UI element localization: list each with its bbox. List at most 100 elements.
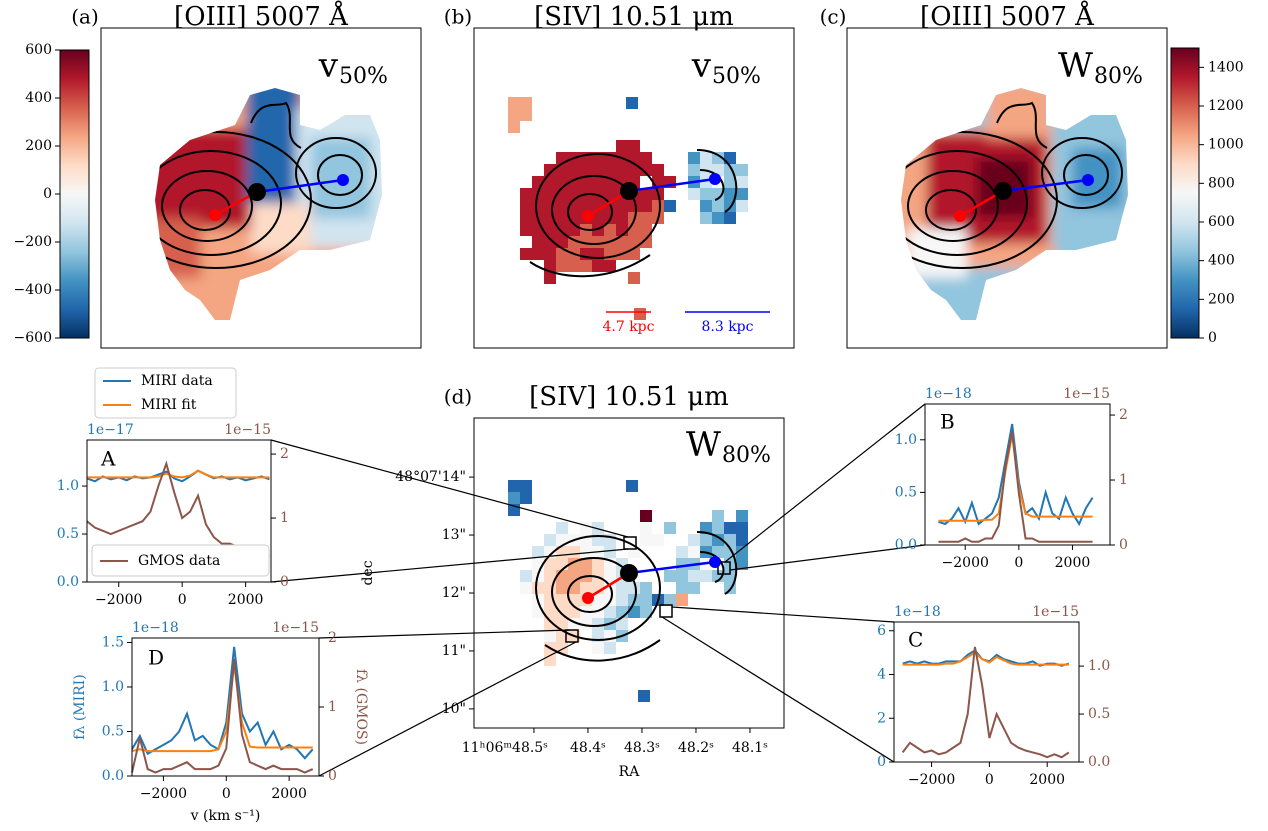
y-tick-label: 0.0 [895,537,917,553]
map-pixel [592,618,604,630]
map-pixel [568,606,580,618]
y-axis-label: dec [360,560,376,585]
y-tick-label: 11" [442,643,466,659]
y2-tick-label: 0 [328,768,337,784]
map-pixel [700,152,712,164]
map-pixel [508,97,520,109]
colorbar-tick-label: 0 [1208,330,1217,346]
map-pixel [676,558,688,570]
map-pixel [532,248,544,260]
map-pixel [676,582,688,594]
map-pixel [520,480,532,492]
map-pixel [736,510,748,522]
map-pixel [616,212,628,224]
map-pixel [520,248,532,260]
map-pixel [568,224,580,236]
map-pixel [520,212,532,224]
map-pixel [520,200,532,212]
map-pixel [592,642,604,654]
x-tick-label: 0 [1014,555,1023,571]
y2-tick-label: 0.5 [1088,706,1110,722]
map-pixel [532,236,544,248]
map-pixel [544,630,556,642]
map-pixel [676,546,688,558]
map-pixel [640,522,652,534]
map-pixel [664,522,676,534]
legend-label: MIRI fit [141,397,197,413]
colorbar-tick-label: 400 [25,90,52,106]
map-pixel [580,164,592,176]
map-pixel [700,200,712,212]
map-pixel [712,212,724,224]
map-b [508,97,748,320]
scale-bar-label: 8.3 kpc [701,319,753,335]
map-pixel [628,140,640,152]
map-pixel [556,558,568,570]
map-pixel [688,152,700,164]
panel-label: (b) [444,5,472,29]
panel-title: [SIV] 10.51 μm [534,2,734,32]
map-pixel [712,510,724,522]
map-pixel [652,200,664,212]
map-pixel [712,522,724,534]
map-pixel [628,272,640,284]
panel-label: (a) [71,5,99,29]
map-pixel [568,546,580,558]
y-tick-label: 2 [877,710,886,726]
colorbar-tick-label: 600 [1208,214,1235,230]
colorbar [1171,48,1199,338]
map-pixel [544,534,556,546]
map-pixel [626,480,638,492]
colorbar-tick-label: −200 [14,234,52,250]
panel-label: (c) [820,5,847,29]
map-pixel [628,224,640,236]
colorbar-tick-label: 200 [25,138,52,154]
colorbar-tick-label: 1200 [1208,98,1244,114]
colorbar-tick-label: 1400 [1208,59,1244,75]
x-tick-label: −2000 [908,772,955,788]
map-pixel [532,582,544,594]
map-pixel [676,570,688,582]
map-pixel [592,558,604,570]
colorbar [60,50,89,338]
map-pixel [616,164,628,176]
y-tick-label: 48°07'14" [395,469,466,485]
map-pixel [604,164,616,176]
map-pixel [700,212,712,224]
map-pixel [556,176,568,188]
map-pixel [508,480,520,492]
map-pixel [520,570,532,582]
map-pixel [592,236,604,248]
map-c [867,78,1147,338]
x-axis-label: v (km s⁻¹) [190,808,261,824]
map-pixel [580,260,592,272]
y2-tick-label: 2 [280,446,289,462]
y-tick-label: 1.0 [895,432,917,448]
map-pixel [604,546,616,558]
y-offset-label: 1e−18 [925,386,972,402]
y2-offset-label: 1e−15 [1032,604,1079,620]
colorbar-tick-label: −600 [14,330,52,346]
map-pixel [688,546,700,558]
map-pixel [592,176,604,188]
map-pixel [616,594,628,606]
map-pixel [688,582,700,594]
y2-tick-label: 1 [328,699,337,715]
map-pixel [724,212,736,224]
map-pixel [556,212,568,224]
map-pixel [532,546,544,558]
map-pixel [676,594,688,606]
map-pixel [724,522,736,534]
y-offset-label: 1e−18 [894,604,941,620]
y-tick-label: 1.0 [102,679,124,695]
y2-tick-label: 2 [1119,407,1128,423]
map-pixel [556,260,568,272]
map-pixel [688,164,700,176]
y2-tick-label: 1.0 [1088,658,1110,674]
scale-bar-label: 4.7 kpc [602,319,654,335]
y-tick-label: 0 [877,754,886,770]
map-pixel [544,200,556,212]
colorbar-tick-label: −400 [14,282,52,298]
map-pixel [520,188,532,200]
legend-label: MIRI data [141,373,213,389]
